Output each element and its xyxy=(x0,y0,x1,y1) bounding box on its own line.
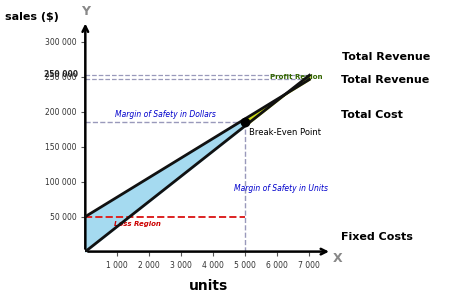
Text: Total Cost: Total Cost xyxy=(341,110,403,120)
Text: Total Revenue: Total Revenue xyxy=(342,52,430,62)
Text: X: X xyxy=(333,252,343,265)
Text: units: units xyxy=(189,279,228,293)
Text: Break-Even Point: Break-Even Point xyxy=(248,128,320,137)
Text: Loss Region: Loss Region xyxy=(114,221,161,227)
Text: Fixed Costs: Fixed Costs xyxy=(341,232,413,242)
Text: 250 000: 250 000 xyxy=(45,70,78,79)
Text: Margin of Safety in Units: Margin of Safety in Units xyxy=(234,184,328,193)
Text: Total Revenue: Total Revenue xyxy=(341,75,429,85)
Text: sales ($): sales ($) xyxy=(5,12,59,22)
Text: Profit Region: Profit Region xyxy=(270,74,323,80)
Text: Margin of Safety in Dollars: Margin of Safety in Dollars xyxy=(115,110,216,119)
Text: Y: Y xyxy=(81,5,90,18)
